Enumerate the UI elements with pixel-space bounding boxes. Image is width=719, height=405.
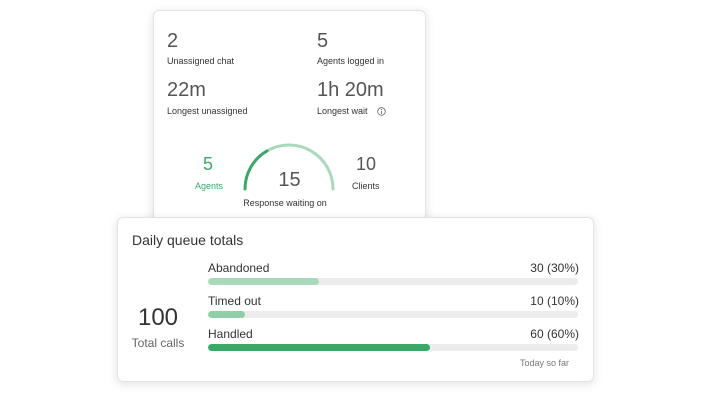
total-label: Total calls: [131, 336, 185, 350]
response-label: Response waiting on: [243, 198, 327, 208]
bar: [208, 311, 245, 318]
total-value: 100: [137, 304, 179, 331]
stat-label: Longest wait: [317, 106, 368, 116]
stat-label: Agents logged in: [317, 56, 385, 66]
gauge-agents: [243, 149, 269, 191]
agents-value: 5: [203, 154, 214, 174]
bar: [208, 344, 430, 351]
stats-card: 2 Unassigned chat 5 Agents logged in 22m…: [153, 10, 426, 242]
bar-track: [208, 278, 578, 285]
bar-track: [208, 311, 578, 318]
row-label: Timed out: [208, 294, 261, 308]
clients-label: Clients: [352, 181, 380, 191]
row-value: 60 (60%): [530, 327, 579, 341]
stat-label: Unassigned chat: [167, 56, 235, 66]
gauge-clients: [265, 143, 335, 191]
footnote: Today so far: [519, 358, 569, 368]
bar: [208, 278, 319, 285]
card-title: Daily queue totals: [132, 232, 244, 248]
stat-value: 5: [317, 30, 329, 52]
row-value: 10 (10%): [530, 294, 579, 308]
stat-value: 2: [167, 30, 179, 52]
stat-label: Longest unassigned: [167, 106, 248, 116]
row-label: Handled: [208, 327, 253, 341]
gauge: [243, 143, 335, 191]
row-label: Abandoned: [208, 261, 270, 275]
agents-label: Agents: [195, 181, 224, 191]
stat-value: 1h 20m: [317, 79, 384, 101]
row-value: 30 (30%): [530, 261, 579, 275]
queue-card: Daily queue totals 100 Total calls Today…: [117, 217, 594, 382]
info-icon[interactable]: [377, 107, 386, 116]
response-value: 15: [278, 169, 301, 191]
bar-track: [208, 344, 578, 351]
stat-value: 22m: [167, 79, 206, 101]
clients-value: 10: [356, 154, 377, 174]
